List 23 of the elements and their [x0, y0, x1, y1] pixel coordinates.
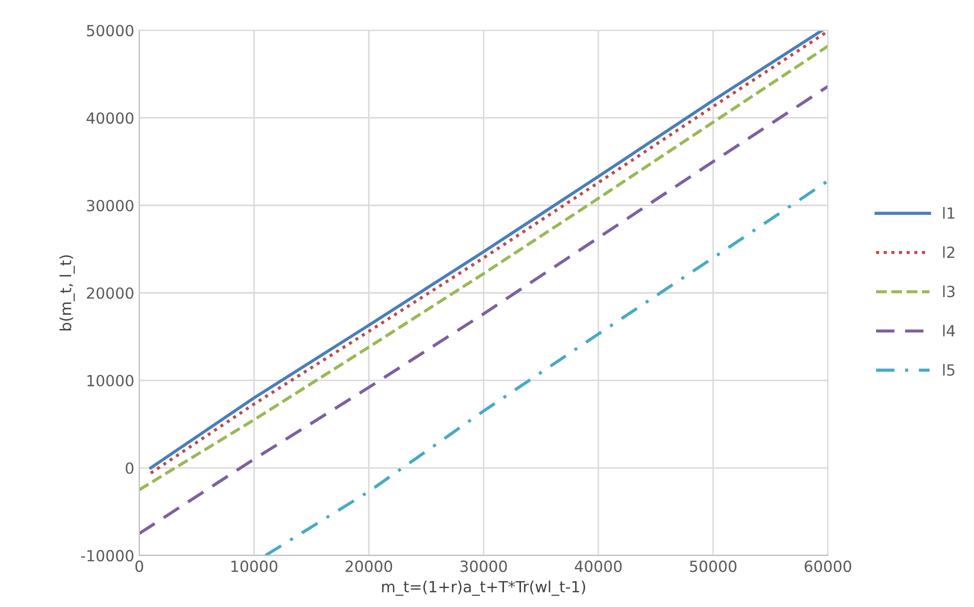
- x-tick-label: 10000: [231, 560, 278, 572]
- legend-label: l4: [943, 324, 955, 336]
- y-axis-title: b(m_t, l_t): [60, 255, 75, 330]
- legend-label: l3: [943, 285, 955, 298]
- x-tick-label: 40000: [574, 560, 622, 572]
- line-series: [139, 84, 828, 536]
- y-tick-label: 30000: [86, 200, 134, 212]
- x-tick-label: 20000: [346, 560, 392, 572]
- y-tick-label: -10000: [81, 550, 134, 562]
- y-tick-label: 0: [126, 462, 134, 474]
- x-tick-label: 30000: [460, 560, 507, 572]
- x-tick-label: 0: [135, 560, 144, 572]
- line-series: [264, 179, 828, 556]
- y-tick-label: 40000: [86, 112, 134, 124]
- x-tick-label: 60000: [804, 560, 852, 572]
- y-tick-label: 50000: [87, 24, 134, 36]
- y-tick-label: 20000: [86, 287, 134, 299]
- x-tick-label: 50000: [690, 560, 736, 572]
- legend-label: l5: [943, 364, 954, 376]
- legend-label: l2: [943, 246, 954, 258]
- x-axis-title: m_t=(1+r)a_t+T*Tr(wl_t-1): [382, 580, 586, 596]
- legend-label: l1: [943, 207, 954, 219]
- y-tick-label: 10000: [87, 374, 134, 386]
